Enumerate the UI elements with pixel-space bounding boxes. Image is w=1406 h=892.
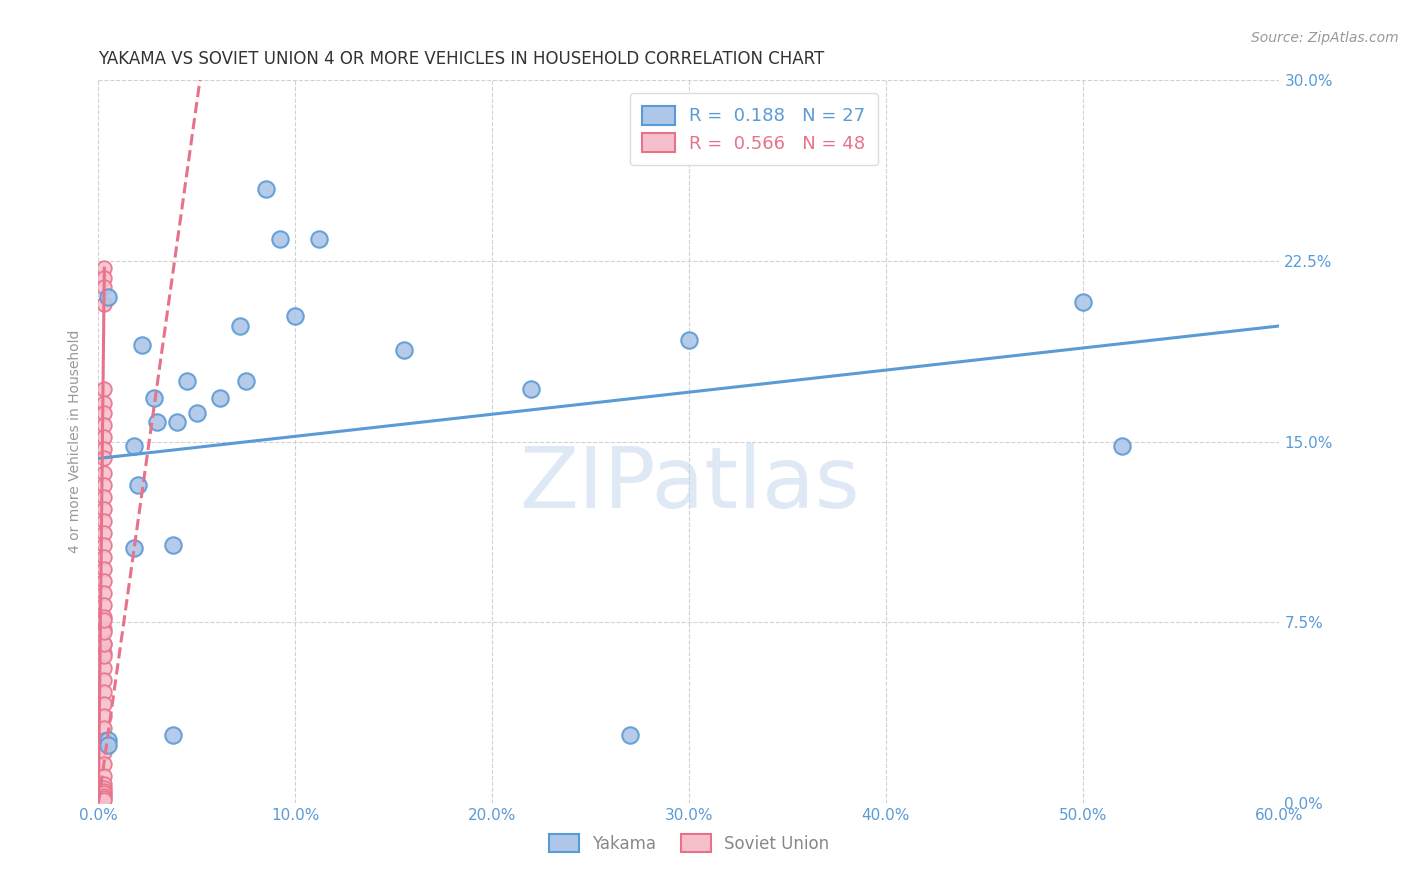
Point: [93, 709, 115, 723]
Text: YAKAMA VS SOVIET UNION 4 OR MORE VEHICLES IN HOUSEHOLD CORRELATION CHART: YAKAMA VS SOVIET UNION 4 OR MORE VEHICLE…: [98, 50, 825, 68]
Point: [186, 406, 208, 420]
Point: [678, 334, 700, 348]
Point: [93, 382, 115, 396]
Point: [93, 745, 115, 759]
Point: [93, 648, 115, 663]
Point: [93, 610, 115, 624]
Point: [619, 728, 641, 742]
Point: [93, 451, 115, 466]
Point: [93, 661, 115, 675]
Y-axis label: 4 or more Vehicles in Household: 4 or more Vehicles in Household: [69, 330, 83, 553]
Point: [93, 490, 115, 504]
Point: [93, 442, 115, 456]
Legend: Yakama, Soviet Union: Yakama, Soviet Union: [541, 828, 837, 860]
Point: [269, 232, 291, 246]
Point: [93, 637, 115, 651]
Point: [93, 685, 115, 699]
Point: [162, 728, 184, 742]
Point: [93, 526, 115, 541]
Point: [93, 789, 115, 803]
Point: [93, 647, 115, 661]
Point: [229, 318, 252, 333]
Point: [93, 478, 115, 492]
Point: [93, 550, 115, 565]
Point: [235, 374, 257, 388]
Point: [93, 769, 115, 783]
Point: [93, 297, 115, 311]
Point: [1111, 439, 1133, 453]
Point: [254, 181, 277, 195]
Point: [392, 343, 415, 357]
Text: ZIPatlas: ZIPatlas: [519, 443, 859, 526]
Point: [93, 673, 115, 687]
Point: [93, 562, 115, 576]
Point: [146, 415, 169, 429]
Point: [93, 637, 115, 651]
Point: [93, 574, 115, 589]
Point: [93, 406, 115, 420]
Point: [93, 538, 115, 552]
Point: [93, 791, 115, 805]
Point: [93, 466, 115, 480]
Point: [284, 310, 307, 324]
Point: [122, 541, 145, 555]
Point: [93, 697, 115, 711]
Point: [93, 721, 115, 735]
Point: [93, 784, 115, 798]
Point: [93, 623, 115, 637]
Point: [97, 290, 120, 304]
Point: [520, 382, 543, 396]
Point: [162, 538, 184, 552]
Point: [93, 261, 115, 276]
Point: [93, 793, 115, 807]
Point: [93, 502, 115, 516]
Point: [122, 439, 145, 453]
Point: [93, 430, 115, 444]
Point: [131, 338, 153, 352]
Point: [93, 776, 115, 790]
Point: [166, 415, 188, 429]
Point: [308, 232, 330, 246]
Text: Source: ZipAtlas.com: Source: ZipAtlas.com: [1251, 31, 1399, 45]
Point: [209, 391, 232, 405]
Point: [142, 391, 165, 405]
Point: [127, 478, 149, 492]
Point: [93, 280, 115, 294]
Point: [93, 786, 115, 800]
Point: [93, 586, 115, 600]
Point: [1071, 294, 1094, 309]
Point: [93, 396, 115, 410]
Point: [93, 599, 115, 613]
Point: [93, 613, 115, 627]
Point: [97, 733, 120, 747]
Point: [93, 733, 115, 747]
Point: [93, 781, 115, 796]
Point: [176, 374, 198, 388]
Point: [93, 270, 115, 285]
Point: [97, 738, 120, 752]
Point: [93, 624, 115, 639]
Point: [93, 757, 115, 772]
Point: [93, 417, 115, 432]
Point: [93, 514, 115, 528]
